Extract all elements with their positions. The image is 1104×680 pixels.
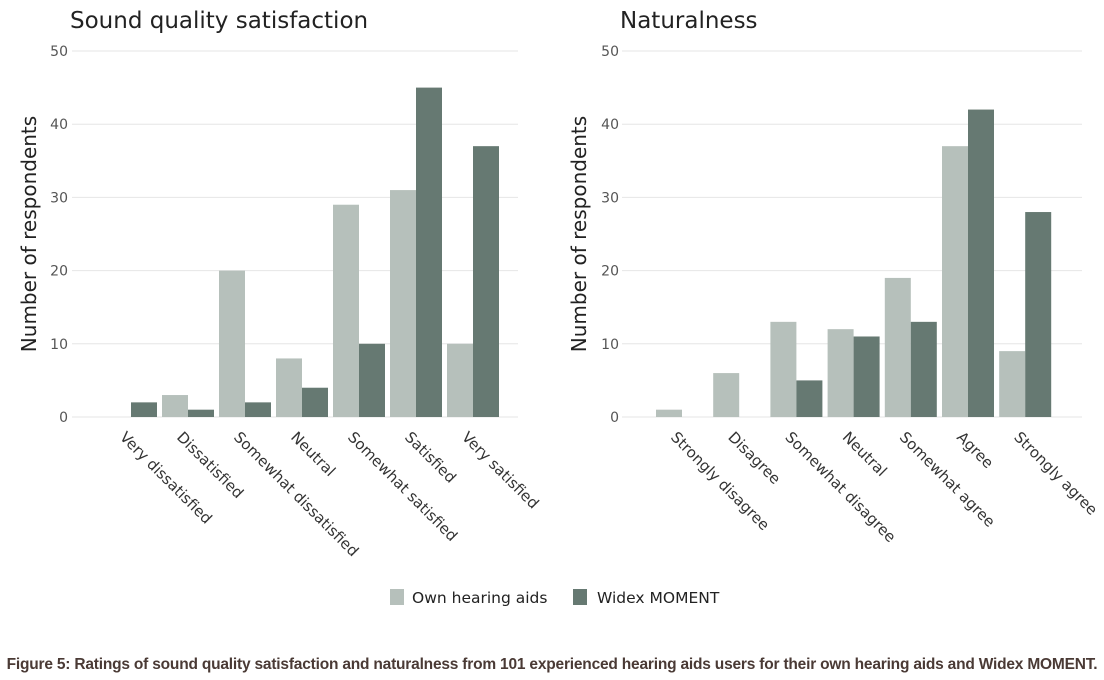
bar-widex — [302, 387, 328, 417]
y-axis-label: Number of respondents — [567, 116, 591, 352]
x-tick-label: Somewhat disagree — [782, 428, 900, 546]
bar-widex — [473, 146, 499, 417]
bar-own — [713, 373, 740, 417]
bar-widex — [853, 336, 880, 417]
bar-own — [219, 270, 245, 417]
y-tick-label: 0 — [59, 410, 68, 426]
bar-own — [276, 358, 302, 417]
bar-own — [884, 277, 911, 417]
bar-own — [999, 351, 1026, 417]
legend: Own hearing aids Widex MOMENT — [390, 589, 720, 607]
bar-widex — [796, 380, 823, 417]
legend-swatch-widex — [573, 589, 587, 605]
bar-widex — [188, 409, 214, 417]
x-tick-label: Disagree — [724, 428, 784, 488]
bar-widex — [1025, 212, 1052, 417]
x-tick-label: Satisfied — [401, 428, 460, 487]
x-tick-label: Strongly disagree — [667, 428, 773, 534]
y-tick-label: 30 — [601, 190, 619, 206]
bar-own — [333, 204, 359, 417]
y-tick-label: 50 — [601, 44, 619, 60]
y-tick-label: 10 — [50, 337, 68, 353]
bar-own — [447, 343, 473, 417]
bar-own — [942, 146, 968, 417]
bar-own — [390, 190, 416, 417]
x-tick-label: Neutral — [839, 428, 891, 480]
y-tick-label: 10 — [601, 337, 619, 353]
legend-label: Widex MOMENT — [597, 589, 720, 607]
y-tick-label: 40 — [50, 117, 68, 133]
chart-title: Sound quality satisfaction — [70, 8, 368, 34]
bar-own — [827, 329, 854, 417]
x-tick-label: Strongly agree — [1010, 428, 1101, 519]
bar-own — [162, 395, 188, 417]
x-tick-label: Neutral — [287, 428, 339, 480]
x-tick-label: Very satisfied — [458, 428, 542, 512]
chart-title: Naturalness — [620, 8, 758, 34]
bar-widex — [131, 402, 157, 417]
legend-label: Own hearing aids — [412, 589, 547, 607]
bar-own — [770, 321, 797, 417]
y-axis-label: Number of respondents — [17, 116, 41, 352]
y-tick-label: 30 — [50, 190, 68, 206]
bar-own — [656, 409, 682, 417]
figure-caption: Figure 5: Ratings of sound quality satis… — [6, 656, 1098, 673]
y-tick-label: 50 — [50, 44, 68, 60]
x-tick-label: Somewhat satisfied — [344, 428, 461, 545]
x-tick-label: Agree — [953, 428, 997, 472]
bar-widex — [416, 87, 442, 417]
y-tick-label: 40 — [601, 117, 619, 133]
bar-widex — [359, 343, 385, 417]
x-tick-label: Somewhat agree — [896, 428, 999, 531]
y-tick-label: 20 — [50, 264, 68, 280]
bar-widex — [245, 402, 271, 417]
y-tick-label: 0 — [610, 410, 619, 426]
bar-widex — [968, 109, 994, 417]
y-tick-label: 20 — [601, 264, 619, 280]
bar-widex — [910, 321, 937, 417]
legend-swatch-own — [390, 589, 404, 605]
